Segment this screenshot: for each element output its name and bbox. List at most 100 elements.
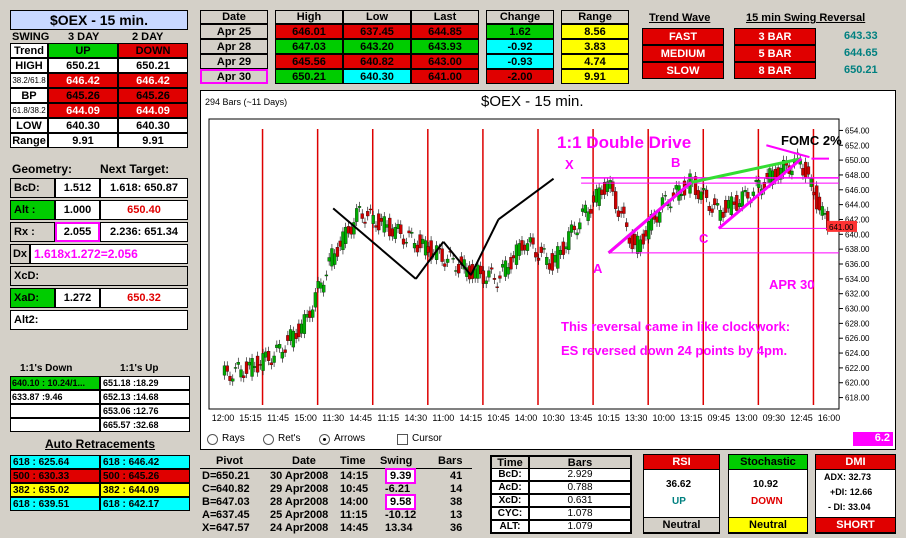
chart-options: Rays Ret's Arrows Cursor <box>207 433 507 447</box>
last-price-label: 641.00 <box>829 223 854 232</box>
swing-low-2day: 640.30 <box>118 118 188 133</box>
candle <box>264 351 268 358</box>
trend-medium: MEDIUM <box>642 45 724 62</box>
pivot-date: 24 Apr2008 <box>270 522 329 534</box>
geometry-header: Geometry: <box>12 162 73 176</box>
geo-val-rx: 2.055 <box>55 222 100 242</box>
candle <box>663 195 667 197</box>
daily-table: Date High Low Last Change Range <box>200 10 630 88</box>
daily-range-header: Range <box>561 10 629 24</box>
candle <box>754 180 758 182</box>
candle <box>589 209 593 214</box>
geometry-panel: Geometry: Next Target: BcD: 1.512 1.618:… <box>10 160 188 330</box>
reversal-3bar: 3 BAR <box>734 28 816 45</box>
candle <box>743 190 747 193</box>
candle <box>382 216 386 233</box>
x-tick-label: 15:00 <box>294 413 317 423</box>
candle <box>517 243 521 256</box>
x-tick-label: 11:45 <box>267 413 289 423</box>
candle <box>713 198 717 206</box>
candle <box>492 278 497 280</box>
geo-label-alt2: Alt2: <box>10 310 188 330</box>
candle <box>355 208 359 222</box>
candle <box>401 238 406 245</box>
candle <box>553 255 557 263</box>
candle <box>360 213 364 219</box>
reversal-5bar-value: 644.65 <box>844 47 878 59</box>
candle <box>344 227 348 244</box>
candle <box>704 189 709 198</box>
pivot-bars: 13 <box>450 509 463 521</box>
candle <box>801 168 805 176</box>
geo-label-xad: XaD: <box>10 288 55 308</box>
candle <box>702 188 706 191</box>
pivot-price: 647.03 <box>216 496 250 508</box>
candle <box>357 206 362 208</box>
pivot-swing: 9.58 <box>385 494 417 510</box>
candle <box>330 248 334 267</box>
pivot-date: 28 Apr2008 <box>270 496 329 508</box>
candle <box>737 203 742 207</box>
timebars-label: CYC: <box>491 507 529 520</box>
candle <box>611 181 615 192</box>
dmi-panel: DMI ADX: 32.73 +DI: 12.66 - DI: 33.04 SH… <box>815 454 896 534</box>
candle <box>426 246 430 253</box>
swing-label: HIGH <box>10 58 48 73</box>
daily-last: 641.00 <box>411 69 479 84</box>
candle <box>291 330 296 348</box>
candle <box>768 168 772 184</box>
candle <box>630 233 634 250</box>
geo-val-bcd: 1.512 <box>55 178 100 198</box>
geo-target-rx: 2.236: 651.34 <box>100 222 188 242</box>
candle <box>286 335 290 341</box>
cursor-checkbox[interactable] <box>397 434 408 445</box>
rays-label: Rays <box>222 433 245 444</box>
rets-radio[interactable] <box>263 434 274 445</box>
retracements-header: Auto Retracements <box>45 437 156 451</box>
pivot-swing: -6.21 <box>385 483 411 495</box>
geo-target-xad: 650.32 <box>100 288 188 308</box>
daily-date: Apr 28 <box>200 39 268 54</box>
page-title: $OEX - 15 min. <box>10 10 188 30</box>
swing-header: SWING <box>12 31 50 43</box>
candle <box>503 260 508 277</box>
candle <box>669 206 673 209</box>
candle <box>319 282 323 289</box>
y-tick-label: 638.00 <box>845 245 870 254</box>
daily-high: 645.56 <box>275 54 343 69</box>
swing-line <box>470 219 500 276</box>
candle <box>228 375 232 381</box>
retr-left-3: 618 : 639.51 <box>10 497 100 511</box>
candle <box>490 267 494 270</box>
candle <box>545 257 549 265</box>
candle <box>542 248 546 250</box>
daily-high: 650.21 <box>275 69 343 84</box>
candle <box>379 218 384 222</box>
candle <box>525 243 530 251</box>
pivot-bars: 36 <box>450 522 463 534</box>
swing-line <box>442 241 472 276</box>
price-chart[interactable]: 654.00 652.00 650.00 648.00 646.00 644.00 642.… <box>201 109 895 449</box>
drive-line-green <box>690 157 802 184</box>
trend-wave-header: Trend Wave <box>649 12 711 24</box>
geo-label-xcd: XcD: <box>10 266 188 286</box>
candle <box>316 281 320 289</box>
pivot-date: 30 Apr2008 <box>270 470 329 482</box>
candle <box>338 240 342 247</box>
pivot-bars-header: Bars <box>438 455 463 467</box>
candle <box>407 230 411 234</box>
timebars-value: 1.079 <box>529 520 631 533</box>
y-tick-label: 624.00 <box>845 349 870 358</box>
arrows-radio[interactable] <box>319 434 330 445</box>
trend-slow: SLOW <box>642 62 724 79</box>
rays-radio[interactable] <box>207 434 218 445</box>
swing-bp-2day: 645.26 <box>118 88 188 103</box>
candle <box>242 375 246 378</box>
trend-fast: FAST <box>642 28 724 45</box>
timebars-value: 1.078 <box>529 507 631 520</box>
x-tick-label: 15:15 <box>239 413 262 423</box>
candle <box>625 222 629 227</box>
y-tick-label: 634.00 <box>845 275 870 284</box>
stochastic-state: Neutral <box>728 517 808 533</box>
swing-trend-3day: UP <box>48 43 118 58</box>
